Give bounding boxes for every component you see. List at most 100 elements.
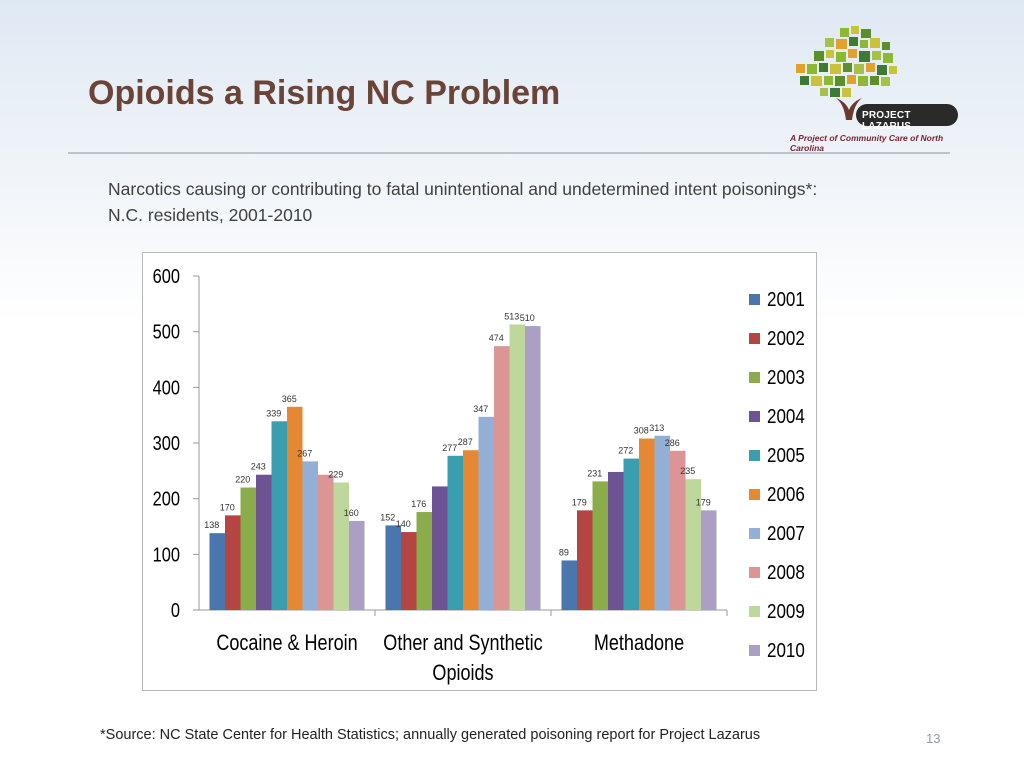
bar-2007 (478, 416, 494, 610)
data-label: 152 (380, 512, 395, 522)
bar-2007 (302, 461, 318, 610)
legend-swatch-2010 (749, 645, 760, 656)
legend-swatch-2005 (749, 450, 760, 461)
y-tick-label: 200 (153, 487, 180, 510)
y-tick-label: 600 (153, 264, 180, 287)
legend-swatch-2007 (749, 528, 760, 539)
bar-2006 (639, 438, 655, 610)
legend-label-2003: 2003 (767, 366, 805, 389)
slide-title: Opioids a Rising NC Problem (88, 74, 561, 112)
legend-swatch-2001 (749, 294, 760, 305)
legend-label-2005: 2005 (767, 444, 805, 467)
data-label: 179 (572, 497, 587, 507)
bar-2001 (561, 560, 577, 610)
bar-2005 (623, 458, 639, 610)
bar-2006 (287, 406, 303, 610)
bar-2004 (608, 471, 624, 610)
bar-2008 (318, 474, 334, 610)
legend-swatch-2002 (749, 333, 760, 344)
x-category-label: Other and Synthetic (383, 631, 542, 655)
chart-container: 0 100 200 300 400 500 600 138 170 220 243 339 365 267… (142, 252, 817, 691)
y-tick-label: 500 (153, 320, 180, 343)
legend-label-2008: 2008 (767, 561, 805, 584)
bar-2001 (385, 525, 401, 610)
tree-logo-graphic (796, 26, 958, 126)
data-label: 243 (251, 462, 266, 472)
bar-2003 (592, 481, 608, 610)
data-label: 287 (458, 437, 473, 447)
logo-tagline: A Project of Community Care of North Car… (790, 133, 944, 153)
legend-swatch-2006 (749, 489, 760, 500)
data-label: 308 (634, 426, 649, 436)
data-label: 510 (520, 313, 535, 323)
bar-2009 (685, 479, 701, 610)
project-lazarus-logo: PROJECT LAZARUS A Project of Community C… (790, 24, 960, 153)
bar-2003 (240, 487, 256, 610)
data-label: 220 (235, 475, 250, 485)
bar-2002 (577, 510, 593, 610)
data-label: 89 (559, 547, 569, 557)
data-label: 231 (587, 468, 602, 478)
bar-2004 (256, 474, 272, 610)
data-label: 138 (204, 520, 219, 530)
bar-2009 (333, 482, 349, 610)
tree-trunk-icon (836, 98, 862, 120)
bar-2008 (494, 346, 510, 610)
data-label: 160 (344, 508, 359, 518)
data-label: 474 (489, 333, 504, 343)
logo-badge-text: PROJECT LAZARUS (862, 110, 912, 132)
bar-2008 (670, 450, 686, 610)
legend-label-2010: 2010 (767, 639, 805, 662)
lazarus-badge (856, 104, 958, 126)
legend-swatch-2009 (749, 606, 760, 617)
data-label: 235 (680, 466, 695, 476)
data-label: 140 (396, 519, 411, 529)
data-label: 179 (696, 497, 711, 507)
bar-2010 (701, 510, 717, 610)
legend-label-2001: 2001 (767, 288, 805, 311)
legend-label-2009: 2009 (767, 600, 805, 623)
data-label: 365 (282, 394, 297, 404)
legend-label-2006: 2006 (767, 483, 805, 506)
y-tick-label: 400 (153, 376, 180, 399)
title-divider (68, 152, 950, 154)
bar-2002 (401, 532, 417, 610)
tree-canopy-icon (796, 26, 897, 97)
bar-2005 (271, 421, 287, 610)
source-note: *Source: NC State Center for Health Stat… (100, 727, 761, 743)
bar-2001 (209, 533, 225, 610)
bar-2010 (349, 520, 365, 610)
bar-2005 (447, 455, 463, 610)
data-label: 176 (411, 499, 426, 509)
x-category-label: Opioids (432, 661, 493, 685)
x-category-label: Cocaine & Heroin (216, 631, 357, 655)
bar-2003 (416, 512, 432, 610)
data-label: 267 (297, 448, 312, 458)
data-label: 272 (618, 446, 633, 456)
x-category-label: Methadone (594, 631, 684, 655)
bar-2002 (225, 515, 241, 610)
legend-label-2007: 2007 (767, 522, 805, 545)
data-label: 277 (442, 443, 457, 453)
chart-subtitle: Narcotics causing or contributing to fat… (108, 179, 818, 225)
data-label: 339 (266, 408, 281, 418)
legend-swatch-2004 (749, 411, 760, 422)
legend-swatch-2003 (749, 372, 760, 383)
bar-2006 (463, 450, 479, 610)
slide-number: 13 (926, 731, 941, 746)
bar-2004 (432, 486, 448, 610)
data-label: 347 (473, 404, 488, 414)
bar-2007 (654, 435, 670, 610)
legend-swatch-2008 (749, 567, 760, 578)
y-tick-label: 300 (153, 431, 180, 454)
data-label: 313 (649, 423, 664, 433)
data-label: 513 (504, 311, 519, 321)
bar-2010 (525, 326, 541, 610)
legend-label-2004: 2004 (767, 405, 805, 428)
y-tick-label: 100 (153, 543, 180, 566)
data-label: 229 (328, 470, 343, 480)
data-label: 170 (220, 502, 235, 512)
legend-label-2002: 2002 (767, 327, 805, 350)
data-label: 286 (665, 438, 680, 448)
